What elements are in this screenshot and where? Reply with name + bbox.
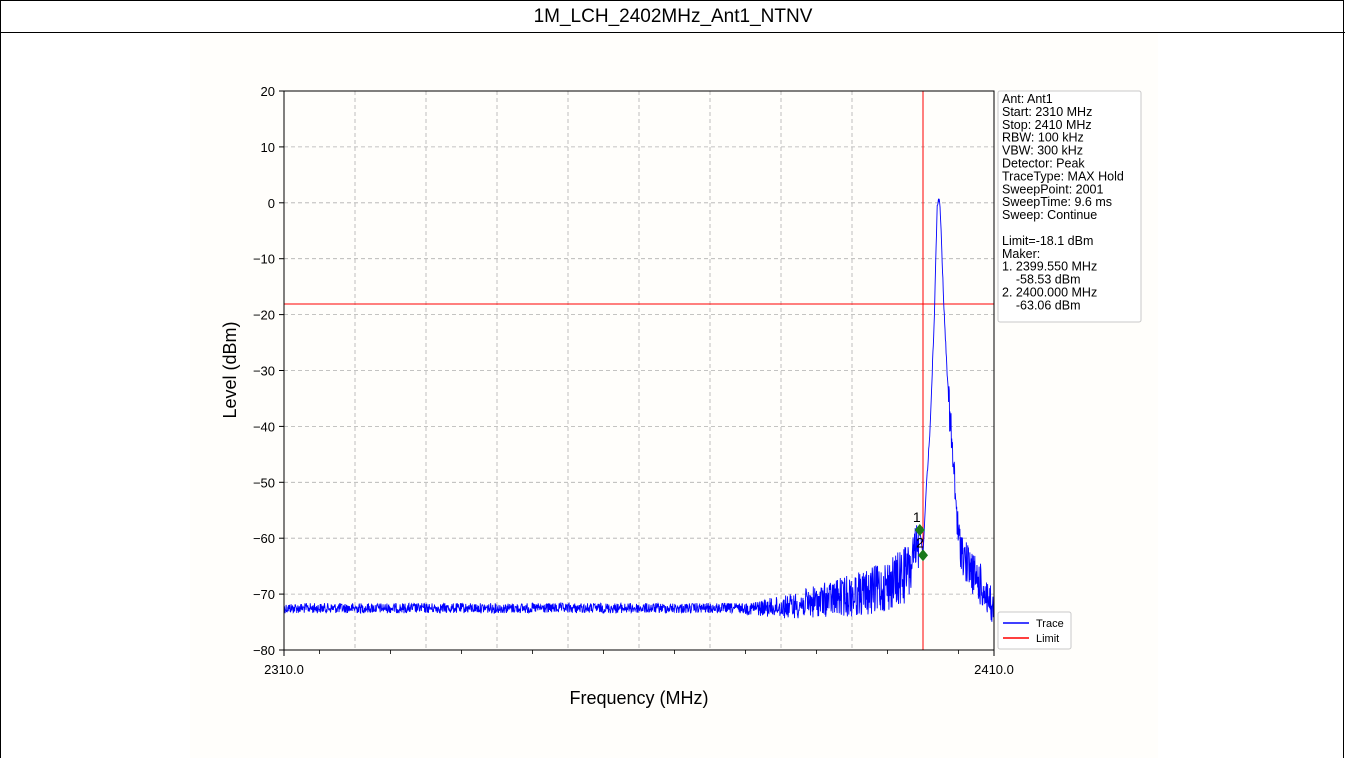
- info-line: SweepTime: 9.6 ms: [1002, 195, 1112, 209]
- y-tick-label: −30: [253, 364, 275, 379]
- info-line: 2. 2400.000 MHz: [1002, 286, 1097, 300]
- trace-line: [283, 198, 995, 622]
- axis-layer: 20 10 0 −10 −20 −30 −40 −50 −60 −70 −80 2310.0 2410.…: [253, 84, 1014, 677]
- legend-label: Limit: [1036, 633, 1059, 645]
- legend-box: [997, 611, 1072, 650]
- info-line: SweepPoint: 2001: [1002, 182, 1104, 196]
- page-title: 1M_LCH_2402MHz_Ant1_NTNV: [1, 1, 1345, 33]
- legend-layer: Trace Limit: [997, 611, 1072, 650]
- info-line: Ant: Ant1: [1002, 92, 1053, 106]
- info-line: Limit=-18.1 dBm: [1002, 234, 1093, 248]
- marker-label: 2: [916, 534, 924, 550]
- marker-diamond: [918, 549, 928, 562]
- y-tick-label: −50: [253, 475, 275, 490]
- info-line: Sweep: Continue: [1002, 208, 1097, 222]
- y-tick-label: 10: [261, 140, 275, 155]
- y-tick-label: −60: [253, 531, 275, 546]
- info-line: -63.06 dBm: [1002, 298, 1081, 312]
- x-tick-label: 2310.0: [264, 662, 304, 677]
- legend-label: Trace: [1036, 618, 1064, 630]
- trace-layer: [283, 198, 995, 622]
- x-tick-label: 2410.0: [974, 662, 1014, 677]
- marker-layer: 12: [913, 509, 928, 562]
- y-tick-label: −10: [253, 252, 275, 267]
- y-tick-label: 0: [268, 196, 275, 211]
- y-tick-label: −70: [253, 587, 275, 602]
- info-line: Start: 2310 MHz: [1002, 105, 1092, 119]
- info-box: [997, 90, 1142, 323]
- info-line: -58.53 dBm: [1002, 273, 1081, 287]
- x-axis-label: Frequency (MHz): [569, 688, 708, 708]
- y-tick-label: −20: [253, 308, 275, 323]
- y-axis-label: Level (dBm): [220, 321, 240, 418]
- info-line: VBW: 300 kHz: [1002, 144, 1083, 158]
- info-line: RBW: 100 kHz: [1002, 131, 1084, 145]
- info-line: Detector: Peak: [1002, 157, 1085, 171]
- info-line: TraceType: MAX Hold: [1002, 169, 1124, 183]
- info-line: Maker:: [1002, 247, 1040, 261]
- info-line: 1. 2399.550 MHz: [1002, 260, 1097, 274]
- y-tick-label: −40: [253, 419, 275, 434]
- marker-diamond: [914, 523, 925, 536]
- y-tick-label: −80: [253, 643, 275, 658]
- y-tick-label: 20: [261, 84, 275, 99]
- plot-background: [190, 33, 1158, 758]
- marker-label: 1: [913, 509, 921, 525]
- info-line: Stop: 2410 MHz: [1002, 118, 1092, 132]
